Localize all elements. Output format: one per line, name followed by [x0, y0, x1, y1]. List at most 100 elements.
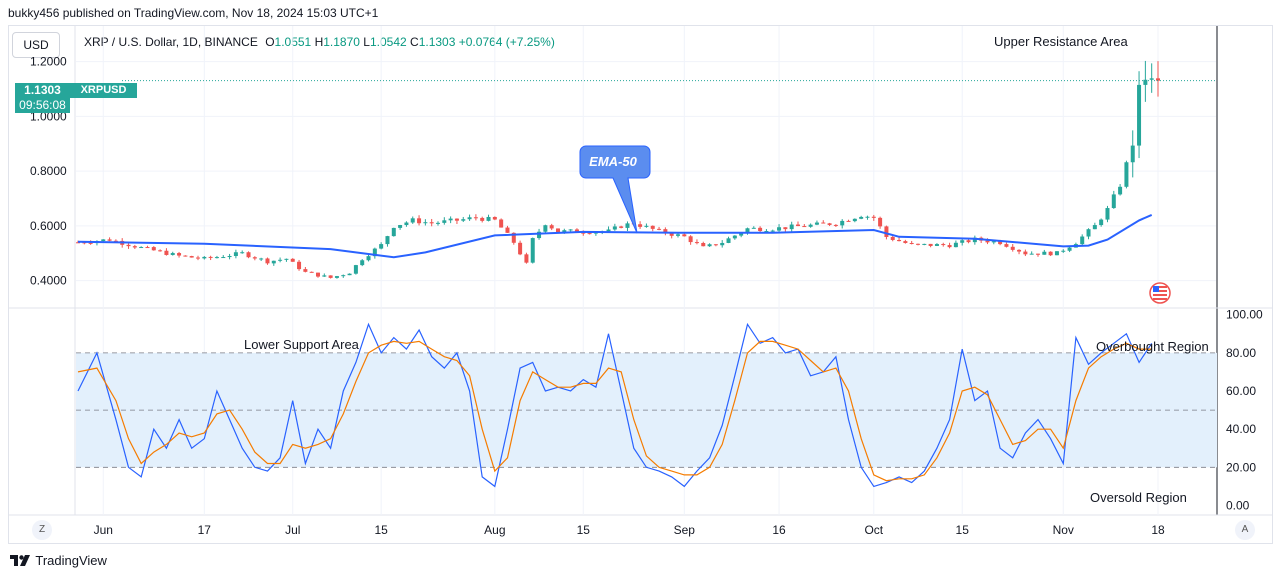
zoom-reset-button[interactable]: Z: [32, 520, 52, 540]
candle-body: [682, 234, 687, 237]
candle-body: [423, 222, 428, 224]
candle-body: [132, 246, 137, 248]
candle-body: [1067, 247, 1072, 251]
candle-body: [802, 226, 807, 228]
time-tick-label: Jul: [285, 523, 300, 537]
auto-scale-button[interactable]: A: [1235, 520, 1255, 540]
candle-body: [410, 218, 415, 223]
candle-body: [1080, 236, 1085, 245]
candle-body: [448, 218, 453, 221]
candle-body: [436, 222, 440, 224]
candle-body: [1023, 251, 1028, 255]
time-tick-label: Sep: [674, 523, 696, 537]
low-label: L: [363, 35, 370, 49]
candle-body: [82, 242, 87, 244]
candle-body: [442, 220, 447, 223]
candle-body: [1086, 229, 1091, 237]
candle-body: [246, 252, 251, 258]
candle-body: [897, 239, 902, 242]
candle-body: [972, 237, 977, 243]
stoch-tick-label: 80.00: [1226, 346, 1256, 360]
candle-body: [764, 231, 769, 233]
candle-body: [303, 269, 308, 272]
price-tick-label: 0.8000: [30, 164, 67, 178]
candle-body: [568, 229, 573, 231]
candle-body: [1149, 78, 1154, 80]
time-tick-label: 16: [772, 523, 786, 537]
candle-body: [499, 219, 504, 228]
candle-body: [170, 253, 175, 255]
candle-body: [151, 247, 156, 251]
currency-button[interactable]: USD: [12, 32, 60, 58]
candle-body: [758, 227, 763, 232]
candle-body: [960, 240, 965, 243]
candle-body: [543, 225, 548, 232]
close-label: C: [410, 35, 419, 49]
candle-body: [840, 220, 845, 226]
candle-body: [707, 244, 712, 247]
candle-body: [202, 256, 207, 259]
candle-body: [878, 217, 883, 227]
candle-body: [214, 257, 219, 259]
candle-body: [518, 242, 523, 255]
price-tick-label: 0.4000: [30, 274, 67, 288]
candle-body: [1099, 219, 1104, 226]
candle-body: [941, 244, 946, 246]
bar-countdown: 09:56:08: [15, 98, 70, 113]
tradingview-logo[interactable]: TradingView: [10, 553, 107, 568]
candle-body: [189, 256, 194, 258]
candle-body: [1004, 244, 1009, 247]
candle-body: [322, 275, 327, 277]
time-tick-label: Oct: [864, 523, 883, 537]
stochastic-lines: [77, 322, 1153, 488]
ema-callout-text: EMA-50: [589, 154, 637, 169]
candle-body: [947, 245, 952, 248]
candle-body: [379, 244, 384, 249]
candle-body: [1036, 253, 1040, 255]
high-label: H: [314, 35, 324, 49]
candle-body: [88, 242, 93, 244]
candle-body: [833, 224, 838, 226]
candle-body: [694, 242, 699, 244]
candle-body: [644, 225, 649, 227]
candle-body: [1118, 186, 1123, 195]
candle-body: [650, 225, 655, 229]
candle-body: [208, 256, 213, 258]
candle-body: [404, 222, 409, 226]
candle-body: [524, 254, 529, 263]
candle-body: [701, 243, 706, 247]
candle-body: [511, 232, 516, 243]
candle-body: [619, 226, 624, 228]
candle-body: [347, 273, 352, 276]
candle-body: [1105, 208, 1110, 220]
overbought-label: Overbought Region: [1096, 339, 1209, 354]
candle-body: [391, 227, 396, 237]
candle-body: [360, 260, 365, 266]
candle-body: [859, 216, 864, 219]
candle-body: [814, 222, 819, 225]
candle-body: [985, 240, 990, 243]
candle-body: [871, 216, 876, 218]
candle-body: [265, 258, 270, 264]
candle-body: [1156, 78, 1160, 81]
candle-body: [486, 216, 491, 221]
candle-body: [1111, 194, 1116, 209]
candle-body: [233, 252, 238, 256]
time-tick-label: Nov: [1053, 523, 1074, 537]
candle-body: [505, 227, 510, 233]
candle-body: [1017, 249, 1022, 252]
candle-body: [240, 252, 245, 254]
stoch-tick-label: 40.00: [1226, 422, 1256, 436]
low-value: 1.0542: [369, 35, 407, 49]
candle-body: [777, 227, 782, 231]
candle-body: [1048, 251, 1053, 256]
oversold-label: Oversold Region: [1090, 490, 1187, 505]
candle-body: [480, 217, 485, 221]
candle-body: [145, 247, 150, 249]
time-tick-label: 15: [374, 523, 388, 537]
stoch-d-line: [77, 340, 1152, 482]
candle-body: [625, 223, 630, 228]
candle-body: [745, 228, 750, 233]
candle-body: [998, 241, 1003, 245]
